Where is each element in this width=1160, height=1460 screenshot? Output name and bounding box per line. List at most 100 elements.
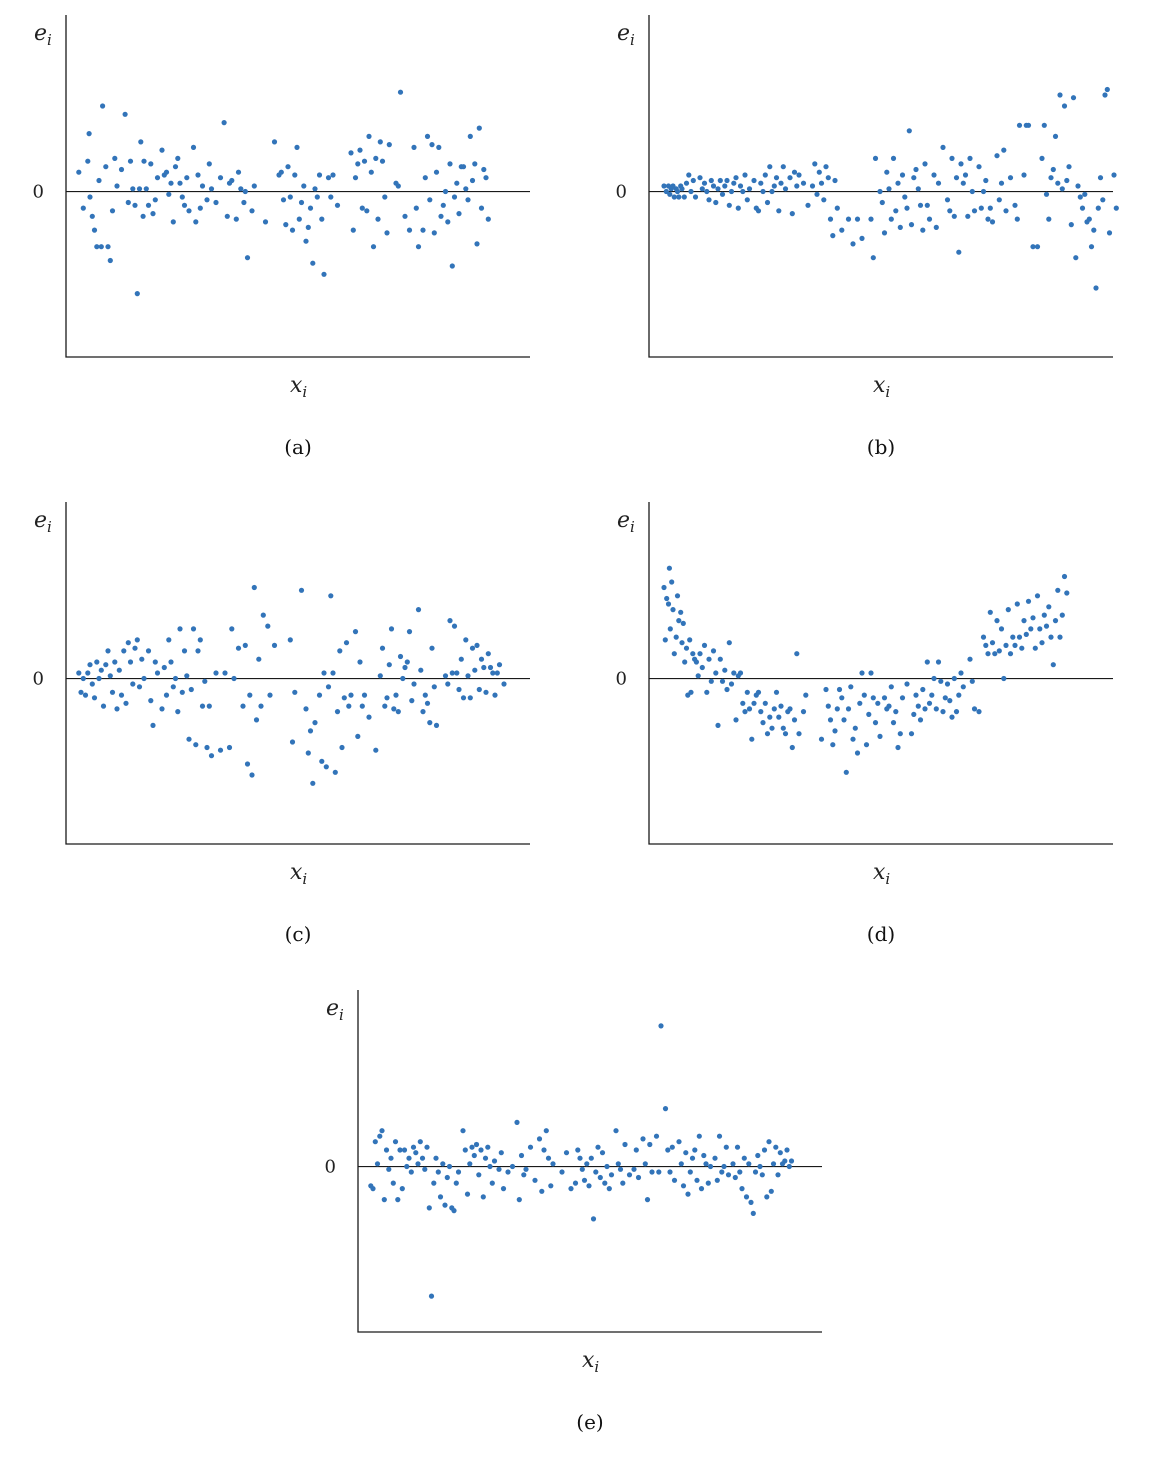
data-point xyxy=(953,175,960,181)
data-point xyxy=(674,188,681,195)
data-point xyxy=(987,205,993,211)
data-point xyxy=(911,711,917,717)
data-point xyxy=(888,216,894,222)
data-point xyxy=(762,700,768,706)
data-point xyxy=(735,205,741,211)
data-point xyxy=(514,1119,520,1125)
data-point xyxy=(397,1147,403,1153)
data-point xyxy=(915,186,921,192)
data-point xyxy=(481,664,487,671)
data-point xyxy=(1097,175,1104,181)
data-point xyxy=(303,238,309,244)
data-point xyxy=(1028,626,1034,632)
data-point xyxy=(859,235,865,241)
data-point xyxy=(958,670,964,676)
data-point xyxy=(872,720,879,726)
data-point xyxy=(667,191,673,197)
data-point xyxy=(78,689,84,695)
data-point xyxy=(305,750,311,756)
data-point xyxy=(231,675,237,682)
data-point xyxy=(217,175,224,181)
data-point xyxy=(159,147,165,153)
data-point xyxy=(940,709,946,715)
data-point xyxy=(305,224,311,230)
data-point xyxy=(812,161,818,167)
data-point xyxy=(602,1180,608,1186)
data-point xyxy=(1066,164,1072,170)
data-point xyxy=(1005,607,1011,613)
data-point xyxy=(489,1180,495,1186)
data-point xyxy=(413,205,419,211)
data-point xyxy=(1057,92,1063,98)
data-point xyxy=(175,709,181,715)
data-point xyxy=(204,744,210,751)
data-point xyxy=(1001,147,1007,153)
data-point xyxy=(1091,227,1097,233)
chart-svg-d: 0 ei xi (d) xyxy=(616,502,1113,946)
data-point xyxy=(827,717,834,723)
data-point xyxy=(938,678,944,684)
data-point xyxy=(994,618,1000,624)
data-point xyxy=(1007,651,1014,657)
data-point xyxy=(584,1161,590,1167)
data-point xyxy=(229,626,235,632)
data-point xyxy=(690,651,696,657)
data-point xyxy=(687,637,693,643)
data-point xyxy=(154,175,161,181)
data-point xyxy=(138,139,144,145)
data-point xyxy=(942,695,948,701)
data-point xyxy=(859,670,865,676)
data-point xyxy=(386,142,392,148)
data-point xyxy=(521,1172,527,1178)
data-point xyxy=(251,584,257,591)
data-point xyxy=(1012,202,1018,208)
data-point xyxy=(1113,205,1119,211)
data-point xyxy=(899,172,906,178)
data-point xyxy=(884,169,890,175)
data-point xyxy=(742,709,748,715)
data-point xyxy=(548,1183,554,1189)
data-point xyxy=(388,626,395,632)
data-point xyxy=(107,257,113,264)
x-axis-label: xi xyxy=(290,860,307,888)
data-point xyxy=(197,637,203,643)
data-point xyxy=(978,205,984,211)
data-point xyxy=(370,1186,376,1192)
data-point xyxy=(1003,208,1009,214)
data-point xyxy=(1014,216,1020,222)
data-point xyxy=(1050,662,1056,668)
data-point xyxy=(688,689,694,695)
data-point xyxy=(177,626,183,632)
data-point xyxy=(401,1147,408,1153)
data-point xyxy=(123,700,129,706)
data-point xyxy=(755,1152,761,1159)
data-point xyxy=(962,172,969,178)
data-point xyxy=(839,695,845,701)
data-point xyxy=(800,709,807,715)
data-point xyxy=(337,648,343,654)
data-point xyxy=(752,1169,759,1175)
data-point xyxy=(341,695,347,701)
data-point xyxy=(460,695,467,701)
data-point xyxy=(193,219,199,225)
data-point xyxy=(76,169,82,175)
data-point xyxy=(382,194,388,200)
data-point xyxy=(751,177,757,184)
data-point xyxy=(163,692,170,698)
data-point xyxy=(417,1139,423,1145)
data-point xyxy=(307,728,314,734)
data-point xyxy=(947,698,953,704)
data-point xyxy=(924,659,930,665)
data-point xyxy=(658,1023,664,1029)
data-point xyxy=(620,1180,626,1186)
data-point xyxy=(523,1166,529,1172)
data-point xyxy=(788,1158,795,1164)
data-point xyxy=(454,670,460,676)
x-axis-label: xi xyxy=(873,373,890,401)
data-point xyxy=(256,656,262,662)
data-point xyxy=(680,620,686,626)
data-point xyxy=(492,692,498,698)
data-point xyxy=(518,1152,525,1159)
data-point xyxy=(383,1147,390,1153)
data-point xyxy=(384,230,390,236)
